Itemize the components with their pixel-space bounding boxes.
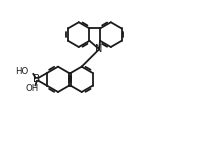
Text: OH: OH [26, 83, 39, 93]
Text: B: B [33, 74, 40, 84]
Text: N: N [96, 44, 103, 54]
Text: HO: HO [15, 67, 28, 76]
